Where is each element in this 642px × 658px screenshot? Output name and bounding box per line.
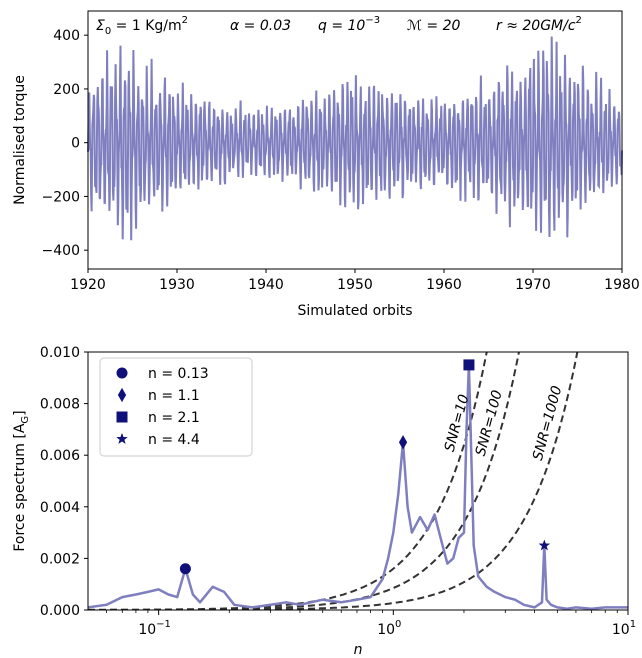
x-tick-label: 1940 bbox=[248, 277, 284, 293]
x-tick-label: 10−1 bbox=[138, 619, 171, 638]
circle-marker bbox=[116, 367, 128, 379]
torque-line bbox=[87, 36, 623, 241]
legend: n = 0.13 n = 1.1 n = 2.1 n = 4.4 bbox=[99, 357, 253, 457]
y-tick-label: −400 bbox=[42, 243, 80, 259]
torque-panel: 1920 1930 1940 1950 1960 1970 1980 −400 −200 0 20… bbox=[12, 10, 640, 319]
snr-curve bbox=[88, 352, 520, 610]
y-tick-label: 0 bbox=[71, 136, 80, 152]
x-tick-label: 1920 bbox=[70, 277, 106, 293]
star-marker bbox=[116, 432, 128, 444]
diamond-marker bbox=[398, 435, 408, 450]
torque-series bbox=[87, 36, 623, 241]
torque-x-label: Simulated orbits bbox=[297, 303, 412, 319]
parameter-annotation: Σ0 = 1 Kg/m2 bbox=[96, 15, 188, 37]
y-tick-label: 0.000 bbox=[40, 603, 80, 619]
star-marker bbox=[538, 539, 551, 551]
snr-labels: SNR=10 SNR=100 SNR=1000 bbox=[442, 384, 566, 462]
circle-marker bbox=[179, 563, 191, 575]
parameter-annotation: α = 0.03 bbox=[230, 18, 291, 34]
legend-label: n = 4.4 bbox=[148, 432, 200, 448]
spectrum-y-ticks: 0.000 0.002 0.004 0.006 0.008 0.010 bbox=[40, 345, 88, 619]
y-tick-label: 0.006 bbox=[40, 448, 80, 464]
legend-label: n = 0.13 bbox=[148, 366, 209, 382]
snr-curve bbox=[88, 352, 488, 610]
square-marker bbox=[463, 359, 475, 371]
parameter-annotation: r ≈ 20GM/c2 bbox=[496, 15, 582, 34]
torque-y-ticks: −400 −200 0 200 400 bbox=[42, 28, 88, 259]
x-tick-label: 1930 bbox=[159, 277, 195, 293]
snr-label: SNR=100 bbox=[473, 388, 506, 457]
y-tick-label: 200 bbox=[53, 82, 80, 98]
parameter-annotations: Σ0 = 1 Kg/m2 α = 0.03 q = 10−3 ℳ = 20 r ≈ 20… bbox=[96, 15, 582, 37]
x-tick-label: 1970 bbox=[515, 277, 551, 293]
x-tick-label: 100 bbox=[377, 619, 401, 638]
spectrum-plot-frame bbox=[87, 351, 629, 611]
torque-x-ticks: 1920 1930 1940 1950 1960 1970 1980 bbox=[70, 269, 640, 293]
y-tick-label: 400 bbox=[53, 28, 80, 44]
parameter-annotation: ℳ = 20 bbox=[407, 18, 461, 34]
y-tick-label: 0.004 bbox=[40, 500, 80, 516]
x-tick-label: 1960 bbox=[426, 277, 462, 293]
snr-curve bbox=[88, 352, 579, 610]
peak-markers bbox=[179, 359, 551, 575]
spectrum-panel: 10−1 100 101 0.000 0.002 0.004 0.006 0.008 0.01… bbox=[12, 345, 636, 658]
spectrum-x-ticks: 10−1 100 101 bbox=[106, 610, 636, 638]
legend-box bbox=[99, 357, 253, 457]
y-tick-label: −200 bbox=[42, 189, 80, 205]
y-tick-label: 0.008 bbox=[40, 397, 80, 413]
x-tick-label: 1980 bbox=[604, 277, 640, 293]
diamond-marker bbox=[117, 387, 127, 403]
x-tick-label: 1950 bbox=[337, 277, 373, 293]
spectrum-y-label: Force spectrum [AG] bbox=[12, 410, 31, 551]
snr-curves bbox=[88, 352, 579, 610]
parameter-annotation: q = 10−3 bbox=[318, 15, 380, 34]
spectrum-series bbox=[88, 363, 628, 610]
y-tick-label: 0.002 bbox=[40, 551, 80, 567]
x-tick-label: 101 bbox=[612, 619, 636, 638]
snr-label: SNR=1000 bbox=[530, 384, 565, 462]
torque-y-label: Normalised torque bbox=[12, 75, 28, 205]
y-tick-label: 0.010 bbox=[40, 345, 80, 361]
legend-label: n = 2.1 bbox=[148, 410, 200, 426]
spectrum-x-label: n bbox=[354, 642, 363, 658]
square-marker bbox=[116, 411, 128, 423]
spectrum-line bbox=[88, 363, 628, 610]
legend-label: n = 1.1 bbox=[148, 388, 200, 404]
